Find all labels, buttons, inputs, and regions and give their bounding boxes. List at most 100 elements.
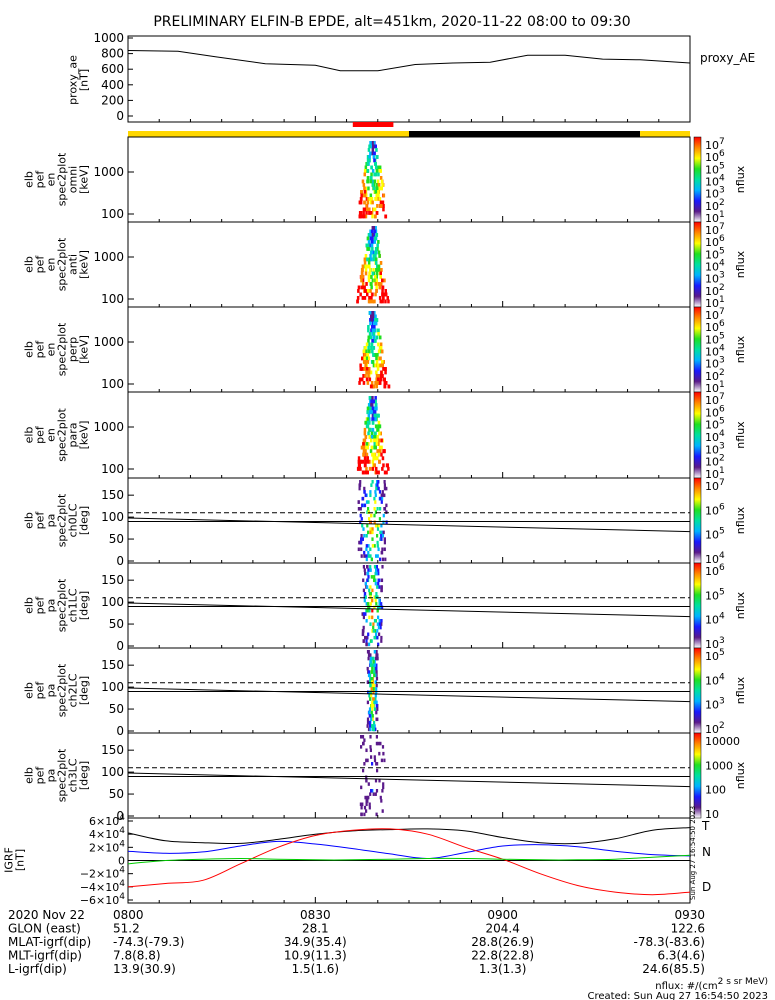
heatmap-cell — [375, 470, 378, 475]
heatmap-cell — [374, 680, 377, 684]
y-tick-label: 100 — [101, 765, 124, 779]
heatmap-cell — [370, 670, 373, 674]
axis-label-line: elb — [23, 256, 36, 273]
heatmap-cell — [364, 420, 367, 425]
heatmap-cell — [375, 673, 378, 678]
footer-value: 0830 — [300, 908, 331, 922]
heatmap-cell — [362, 374, 365, 378]
heatmap-cell — [373, 650, 376, 654]
heatmap-cell — [385, 486, 388, 491]
heatmap-cell — [381, 183, 384, 187]
heatmap-cell — [369, 193, 373, 198]
heatmap-cell — [359, 483, 362, 487]
heatmap-cell — [362, 452, 365, 457]
heatmap-cell — [371, 183, 374, 187]
y-tick-label: 50 — [109, 702, 124, 716]
heatmap-cell — [374, 490, 377, 494]
axis-label-line: [deg] — [78, 676, 91, 705]
heatmap-cell — [365, 282, 368, 286]
heatmap-cell — [372, 332, 376, 336]
heatmap-cell — [381, 745, 385, 749]
heatmap-cell — [371, 271, 375, 276]
heatmap-cell — [360, 785, 363, 790]
heatmap-cell — [372, 325, 375, 329]
heatmap-cell — [371, 278, 375, 283]
heatmap-cell — [382, 530, 385, 535]
heatmap-cell — [364, 346, 367, 350]
colorbar-tick-label: 103 — [705, 636, 725, 651]
axis-label-line: en — [45, 173, 58, 187]
heatmap-cell — [377, 264, 381, 269]
heatmap-cell — [383, 758, 386, 763]
heatmap-cell — [374, 339, 377, 343]
heatmap-cell — [367, 656, 370, 661]
heatmap-cell — [378, 285, 381, 290]
heatmap-cell — [377, 349, 381, 354]
heatmap-cell — [364, 493, 367, 498]
heatmap-cell — [381, 530, 384, 535]
heatmap-cell — [376, 707, 379, 711]
heatmap-cell — [373, 520, 376, 525]
heatmap-cell — [377, 165, 380, 170]
heatmap-cell — [361, 523, 364, 528]
heatmap-cell — [381, 466, 384, 471]
heatmap-cell — [376, 629, 379, 633]
heatmap-cell — [373, 183, 376, 187]
heatmap-cell — [369, 493, 372, 498]
heatmap-cell — [384, 289, 387, 293]
heatmap-cell — [372, 399, 375, 404]
heatmap-cell — [369, 384, 373, 389]
heatmap-cell — [369, 335, 373, 340]
heatmap-cell — [360, 193, 363, 198]
heatmap-cell — [371, 480, 374, 484]
heatmap-cell — [367, 247, 370, 251]
heatmap-cell — [379, 496, 382, 501]
heatmap-cell — [363, 427, 367, 432]
heatmap-cell — [370, 346, 373, 350]
heatmap-cell — [375, 374, 379, 378]
heatmap-cell — [377, 172, 380, 177]
heatmap-cell — [370, 250, 374, 255]
heatmap-cell — [378, 424, 382, 429]
heatmap-cell — [381, 374, 384, 378]
colorbar-label: nflux — [734, 250, 747, 278]
heatmap-cell — [365, 758, 368, 763]
footer: 2020 Nov 22 0800 0830 0900 0930 GLON (east) 51… — [8, 908, 768, 1000]
heatmap-cell — [369, 677, 372, 681]
heatmap-cell — [376, 544, 379, 548]
footer-row-label: L-igrf(dip) — [8, 962, 67, 976]
heatmap-cell — [380, 268, 383, 272]
heatmap-cell — [360, 190, 364, 194]
heatmap-cell — [380, 537, 383, 541]
heatmap-cell — [378, 517, 381, 521]
colorbar-tick-label: 107 — [705, 392, 725, 407]
axis-label-line: elb — [23, 512, 36, 529]
heatmap-cell — [373, 207, 376, 212]
heatmap-cell — [374, 381, 377, 385]
heatmap-cell — [364, 214, 368, 219]
heatmap-cell — [365, 370, 368, 375]
heatmap-cell — [369, 735, 372, 739]
heatmap-cell — [382, 367, 385, 371]
heatmap-cell — [377, 581, 380, 586]
heatmap-cell — [372, 697, 375, 701]
heatmap-cell — [372, 663, 375, 668]
heatmap-cell — [380, 534, 383, 538]
heatmap-cell — [373, 758, 377, 763]
heatmap-cell — [367, 571, 370, 576]
heatmap-cell — [377, 449, 381, 454]
heatmap-cell — [380, 635, 383, 640]
heatmap-cell — [368, 144, 371, 149]
heatmap-cell — [378, 585, 381, 589]
heatmap-cell — [374, 318, 378, 322]
heatmap-cell — [369, 229, 372, 234]
heatmap-cell — [370, 755, 373, 759]
heatmap-cell — [361, 296, 365, 300]
heatmap-cell — [378, 169, 381, 173]
heatmap-cell — [373, 438, 376, 443]
colorbar-label-text: nflux — [734, 506, 747, 534]
heatmap-cell — [370, 435, 374, 439]
heatmap-cell — [370, 257, 373, 262]
heatmap-cell — [361, 356, 364, 361]
heatmap-cell — [377, 424, 380, 429]
